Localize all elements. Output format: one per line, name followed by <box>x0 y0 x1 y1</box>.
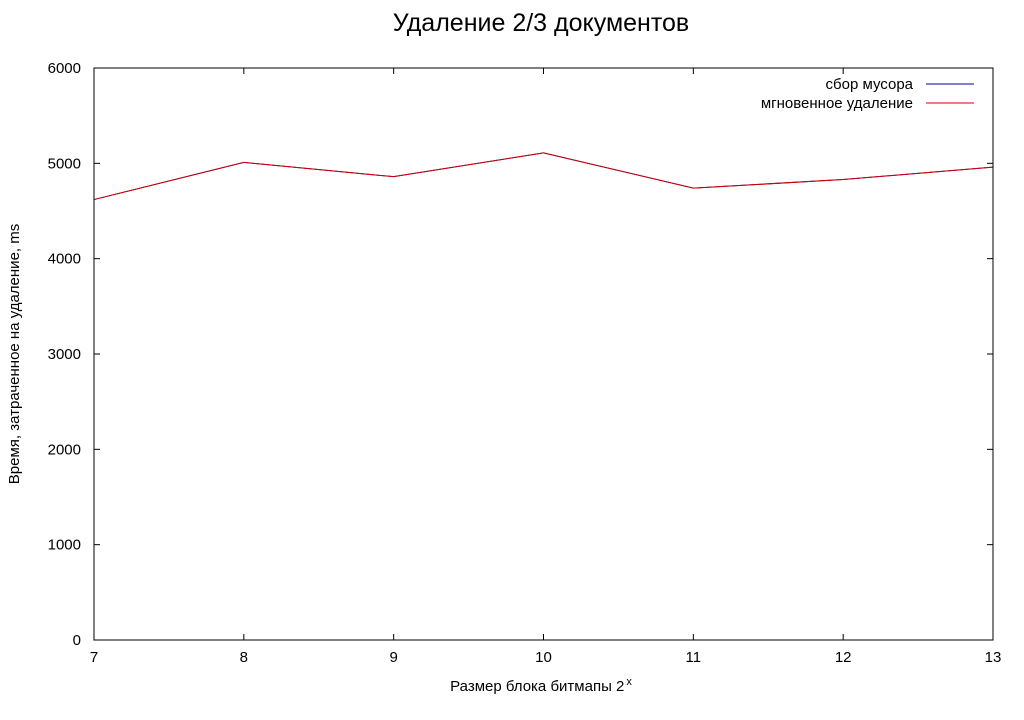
x-tick-label: 7 <box>90 649 98 666</box>
y-axis-label: Время, затраченное на удаление, ms <box>6 224 23 484</box>
series-line-0 <box>93 152 994 201</box>
x-tick-label: 12 <box>835 649 852 666</box>
x-axis-label-superscript: x <box>626 676 632 688</box>
x-tick-label: 9 <box>389 649 397 666</box>
y-tick-label: 2000 <box>48 441 81 458</box>
x-axis-label-text: Размер блока битмапы 2 <box>450 678 624 695</box>
series-line-1 <box>93 152 994 201</box>
x-tick-label: 8 <box>240 649 248 666</box>
y-tick-label: 3000 <box>48 346 81 363</box>
y-tick-label: 1000 <box>48 537 81 554</box>
axis-ticks <box>93 67 994 641</box>
x-tick-label: 10 <box>535 649 552 666</box>
series-lines <box>93 152 994 201</box>
legend-label-garbage-collection: сбор мусора <box>826 76 914 93</box>
chart-title: Удаление 2/3 документов <box>393 9 689 37</box>
y-tick-label: 5000 <box>48 155 81 172</box>
y-tick-label: 0 <box>73 632 81 649</box>
y-tick-label: 4000 <box>48 251 81 268</box>
x-tick-label: 13 <box>985 649 1002 666</box>
x-tick-label: 11 <box>686 649 702 666</box>
legend: сбор мусора мгновенное удаление <box>761 76 974 112</box>
axis-tick-labels: 0 1000 2000 3000 4000 5000 6000 7 8 9 10 11 12 13 <box>48 60 1002 666</box>
legend-label-instant-delete: мгновенное удаление <box>761 95 913 112</box>
plot-frame <box>93 67 994 641</box>
y-tick-label: 6000 <box>48 60 81 77</box>
